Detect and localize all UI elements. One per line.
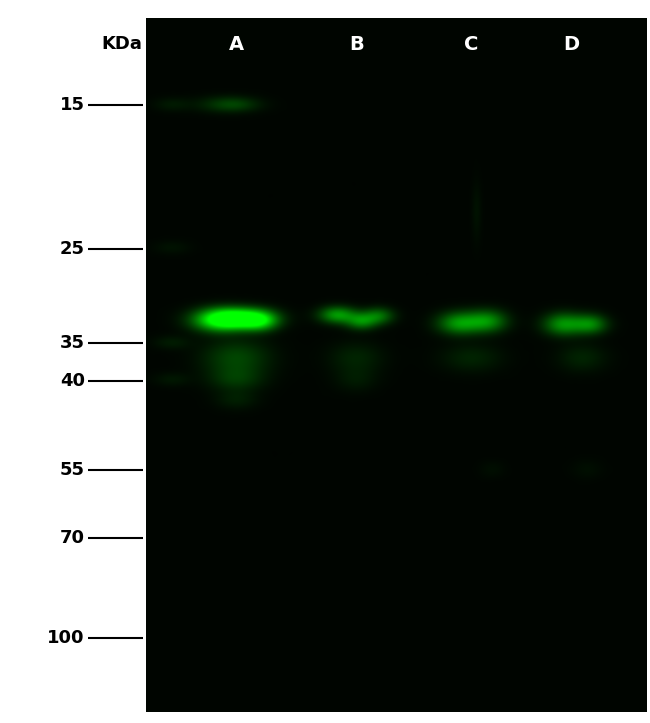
Text: KDa: KDa (101, 35, 142, 54)
Text: 40: 40 (60, 372, 84, 390)
Text: 55: 55 (60, 461, 84, 479)
Text: C: C (464, 35, 479, 54)
Text: A: A (229, 35, 244, 54)
Text: 35: 35 (60, 334, 84, 352)
Text: 15: 15 (60, 96, 84, 114)
Text: B: B (349, 35, 364, 54)
Text: D: D (564, 35, 580, 54)
Text: 100: 100 (47, 630, 84, 647)
Text: 25: 25 (60, 240, 84, 258)
Text: 70: 70 (60, 529, 84, 547)
